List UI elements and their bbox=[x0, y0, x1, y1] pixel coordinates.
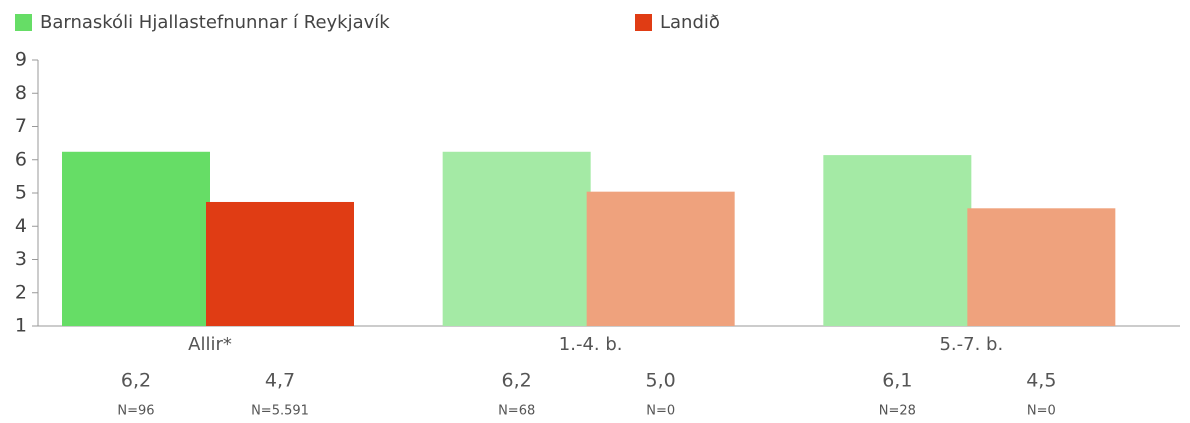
y-tick-label: 3 bbox=[15, 248, 27, 270]
n-label: N=0 bbox=[646, 404, 675, 419]
bar bbox=[967, 208, 1116, 326]
bar bbox=[62, 151, 210, 326]
value-label: 6,2 bbox=[502, 370, 532, 392]
y-tick-label: 5 bbox=[15, 182, 27, 204]
legend-swatch bbox=[635, 14, 652, 31]
n-label: N=28 bbox=[879, 404, 916, 419]
bar bbox=[586, 191, 735, 326]
n-label: N=0 bbox=[1027, 404, 1056, 419]
y-tick-label: 7 bbox=[15, 115, 27, 137]
value-label: 5,0 bbox=[646, 370, 676, 392]
bar bbox=[442, 151, 591, 326]
y-tick-label: 9 bbox=[15, 49, 27, 71]
legend-label: Barnaskóli Hjallastefnunnar í Reykjavík bbox=[40, 12, 390, 33]
value-label: 6,1 bbox=[882, 370, 912, 392]
n-label: N=96 bbox=[117, 404, 154, 419]
x-tick-label: Allir* bbox=[188, 334, 232, 355]
x-tick-label: 5.-7. b. bbox=[939, 334, 1003, 355]
bar bbox=[206, 201, 354, 326]
value-label: 4,7 bbox=[265, 370, 295, 392]
y-tick-label: 8 bbox=[15, 82, 27, 104]
value-label: 6,2 bbox=[121, 370, 151, 392]
y-tick-label: 4 bbox=[15, 215, 27, 237]
y-tick-label: 6 bbox=[15, 148, 27, 170]
n-label: N=5.591 bbox=[251, 404, 309, 419]
y-tick-label: 1 bbox=[15, 315, 27, 337]
y-tick-label: 2 bbox=[15, 281, 27, 303]
n-label: N=68 bbox=[498, 404, 535, 419]
legend-label: Landið bbox=[660, 12, 720, 33]
value-label: 4,5 bbox=[1026, 370, 1056, 392]
x-tick-label: 1.-4. b. bbox=[559, 334, 623, 355]
legend-swatch bbox=[15, 14, 32, 31]
bar bbox=[823, 155, 972, 326]
